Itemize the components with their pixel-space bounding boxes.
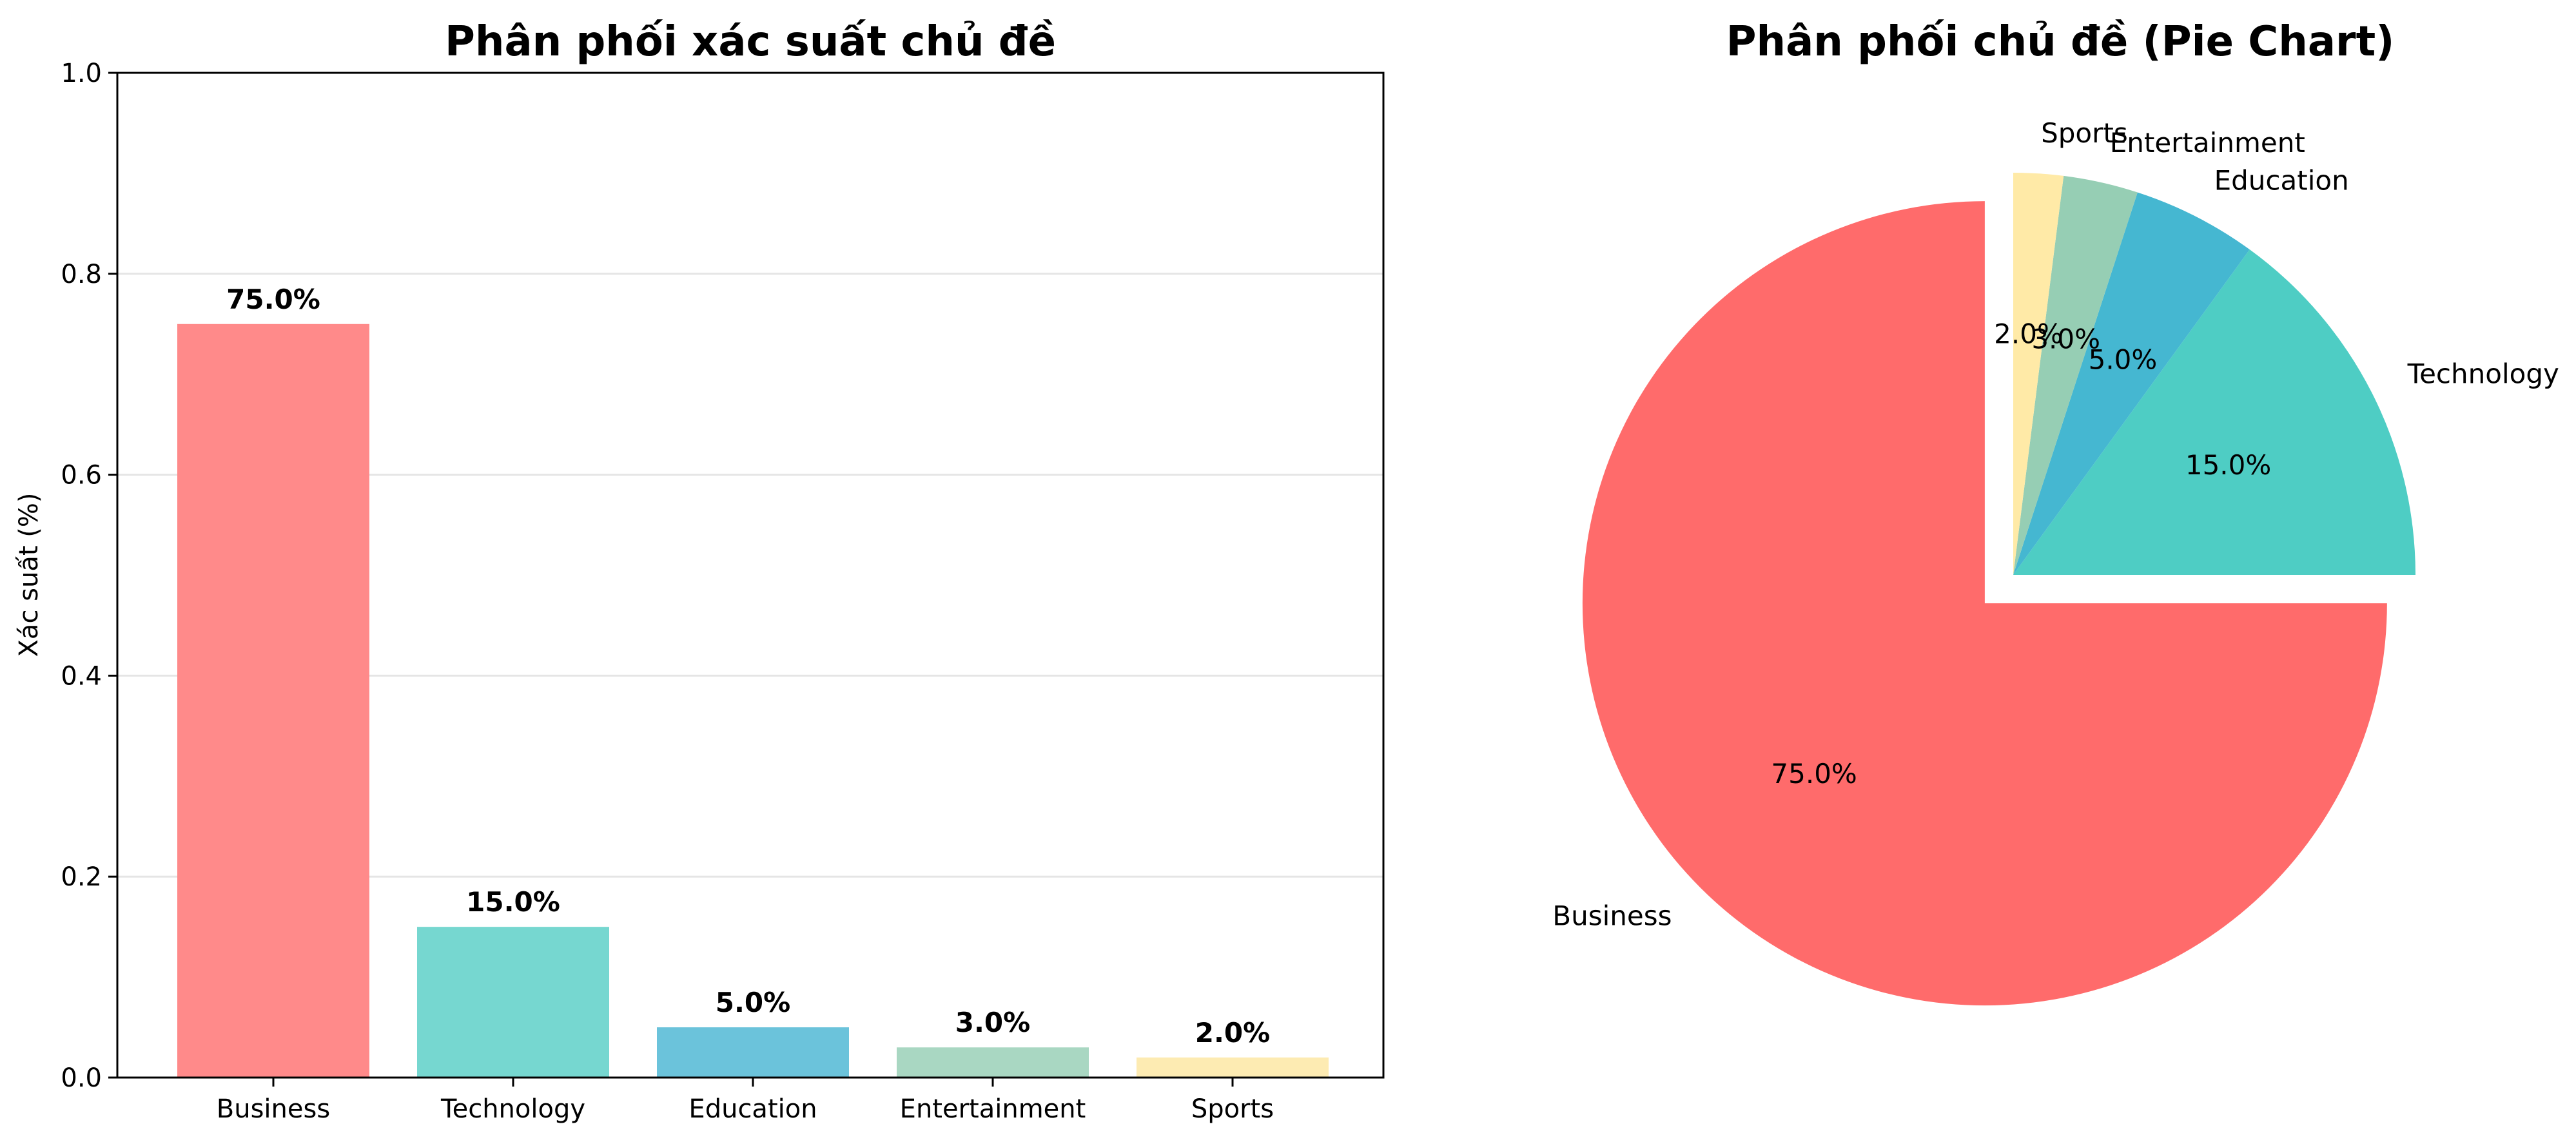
- bar: [657, 1027, 849, 1078]
- pie-category-labels: Business Technology Education Entertainment…: [1552, 117, 2559, 932]
- bar: [177, 324, 369, 1078]
- bar-value-label: 3.0%: [955, 1007, 1030, 1038]
- bar-plot-frame: [116, 72, 1385, 1079]
- bar-x-tick-label: Business: [217, 1094, 330, 1124]
- pie-slice: [2013, 173, 2064, 575]
- bar: [417, 927, 609, 1078]
- bar-value-label: 2.0%: [1195, 1017, 1270, 1049]
- pie-label: Technology: [2407, 358, 2559, 389]
- pie-slices: [1582, 173, 2415, 1006]
- pie-label: Sports: [2041, 117, 2128, 149]
- pie-percent-label: 15.0%: [2185, 449, 2271, 481]
- pie-chart: Phân phối chủ đề (Pie Chart) Business Tec…: [1552, 18, 2559, 1006]
- pie-label: Education: [2214, 164, 2349, 196]
- bar-series: [177, 324, 1329, 1078]
- pie-label: Business: [1552, 900, 1672, 931]
- bar-y-tick-label: 0.4: [61, 661, 102, 691]
- bar-y-tick-label: 0.0: [61, 1063, 102, 1093]
- bar-value-label: 15.0%: [466, 886, 560, 918]
- pie-percent-label: 3.0%: [2031, 324, 2100, 355]
- pie-percent-label: 2.0%: [1994, 318, 2063, 349]
- bar-x-axis-ticks: Business Technology Education Entertainment…: [217, 1078, 1274, 1124]
- bar-y-axis-ticks: 0.0 0.2 0.4 0.6 0.8 1.0: [61, 59, 117, 1093]
- bar-value-label: 5.0%: [716, 987, 790, 1018]
- pie-slice: [2013, 249, 2415, 575]
- bar-chart: Phân phối xác suất chủ đề 75.0% 15.0% 5.0%…: [14, 18, 1385, 1124]
- pie-slice: [2013, 192, 2250, 575]
- bar-x-tick-label: Sports: [1191, 1094, 1274, 1124]
- bar-y-tick-label: 0.8: [61, 260, 102, 289]
- bar-y-tick-label: 0.2: [61, 862, 102, 892]
- pie-slice: [2013, 175, 2138, 576]
- bar-x-tick-label: Technology: [440, 1094, 585, 1124]
- bar-y-axis-label: Xác suất (%): [14, 493, 44, 657]
- bar: [897, 1047, 1089, 1078]
- bar-x-tick-label: Entertainment: [900, 1094, 1086, 1124]
- pie-percent-label: 5.0%: [2089, 344, 2158, 375]
- bar-y-tick-label: 0.6: [61, 461, 102, 490]
- bar-value-label: 75.0%: [226, 284, 320, 315]
- bar-value-labels: 75.0% 15.0% 5.0% 3.0% 2.0%: [226, 284, 1270, 1049]
- pie-percent-label: 75.0%: [1771, 758, 1857, 789]
- bar: [1137, 1057, 1329, 1078]
- bar-chart-title: Phân phối xác suất chủ đề: [445, 18, 1056, 66]
- pie-chart-title: Phân phối chủ đề (Pie Chart): [1726, 18, 2395, 66]
- pie-slice: [1582, 201, 2387, 1006]
- bar-x-tick-label: Education: [688, 1094, 817, 1124]
- pie-percent-labels: 75.0% 15.0% 5.0%3.0%2.0%: [1771, 318, 2271, 789]
- bar-y-tick-label: 1.0: [61, 59, 102, 88]
- pie-label: Entertainment: [2110, 127, 2305, 159]
